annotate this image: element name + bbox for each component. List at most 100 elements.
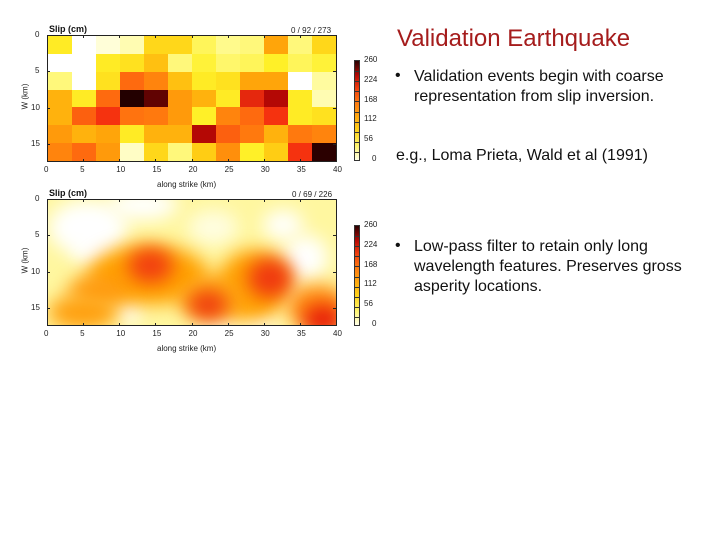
heatmap-cell [264,53,288,72]
colorbar-separator [355,141,359,143]
y-tick [333,35,336,36]
heatmap-cell [120,89,144,108]
heatmap-cell [240,89,264,108]
x-tick [263,159,265,162]
top-plot-xlabel: along strike (km) [157,180,217,189]
x-tick [263,199,265,202]
heatmap-cell [312,71,336,90]
y-tick-label: 5 [35,66,40,76]
colorbar-separator [355,286,359,288]
x-tick [336,35,337,38]
heatmap-cell [168,143,192,161]
colorbar-tick-label: 0 [372,154,377,163]
heatmap-cell [120,143,144,161]
x-tick-label: 40 [333,165,342,174]
heatmap-cell [240,125,264,144]
x-tick [263,35,265,38]
top-colorbar [354,60,360,161]
bottom-plot-ylabel: W (km) [20,247,30,274]
x-tick [191,323,193,326]
y-tick [47,271,50,273]
colorbar-separator [355,121,359,123]
x-tick [336,159,337,162]
heatmap-cell [144,89,168,108]
x-tick [47,35,48,38]
x-tick [119,323,121,326]
x-tick [336,323,337,326]
colorbar-tick-label: 224 [364,74,378,84]
bullet-1-text: Validation events begin with coarse repr… [414,68,664,105]
heatmap-cell [120,36,144,54]
heatmap-cell [240,71,264,90]
heatmap-cell [288,36,312,54]
colorbar-separator [355,101,359,103]
heatmap-cell [312,36,336,54]
bottom-colorbar [354,225,360,326]
y-tick [333,107,336,109]
heatmap-cell [96,71,120,90]
x-tick-label: 15 [152,329,162,338]
colorbar-separator [355,111,359,113]
heatmap-cell [312,53,336,72]
x-tick [299,35,301,38]
bottom-smoothed-field [48,200,336,325]
y-tick [47,35,50,36]
heatmap-cell [96,36,120,54]
heatmap-cell [96,143,120,161]
heatmap-cell [288,143,312,161]
colorbar-separator [355,276,359,278]
heatmap-cell [240,107,264,126]
x-tick-label: 20 [188,165,198,174]
x-tick-label: 10 [116,329,126,338]
heatmap-cell [312,89,336,108]
y-tick [333,307,336,309]
x-tick-label: 30 [260,329,270,338]
x-tick [191,35,193,38]
heatmap-cell [288,107,312,126]
top-plot-stats: 0 / 92 / 273 [291,26,332,35]
heatmap-cell [216,125,240,144]
colorbar-tick-label: 168 [364,94,378,104]
x-tick [227,159,229,162]
x-tick-label: 40 [333,329,342,338]
heatmap-cell [72,125,96,144]
heatmap-cell [216,71,240,90]
colorbar-tick-label: 168 [364,259,378,269]
heatmap-cell [72,36,96,54]
y-tick [47,235,50,237]
y-tick-label: 0 [35,194,40,203]
heatmap-cell [96,107,120,126]
x-tick-label: 35 [296,165,306,174]
colorbar-tick-label: 56 [364,134,373,144]
colorbar-separator [355,296,359,298]
x-tick [191,199,193,202]
x-tick-label: 5 [80,165,85,174]
heatmap-cell [168,53,192,72]
heatmap-cell [48,71,72,90]
x-tick [227,323,229,326]
heatmap-cell [144,125,168,144]
colorbar-separator [355,151,359,153]
heatmap-cell [120,71,144,90]
heatmap-cell [264,71,288,90]
heatmap-cell [48,143,72,161]
x-tick [47,323,48,326]
heatmap-cell [288,125,312,144]
heatmap-cell [120,125,144,144]
x-tick [119,199,121,202]
y-tick-label: 15 [31,302,40,312]
x-tick [155,199,157,202]
x-tick-label: 0 [44,165,49,174]
heatmap-cell [216,143,240,161]
colorbar-separator [355,256,359,258]
heatmap-cell [144,53,168,72]
heatmap-cell [168,125,192,144]
top-plot-title: Slip (cm) [49,24,88,34]
x-tick [155,35,157,38]
heatmap-cell [48,89,72,108]
heatmap-cell [312,107,336,126]
heatmap-cell [216,36,240,54]
heatmap-cell [216,89,240,108]
x-tick-label: 25 [224,329,234,338]
x-tick [336,199,337,202]
